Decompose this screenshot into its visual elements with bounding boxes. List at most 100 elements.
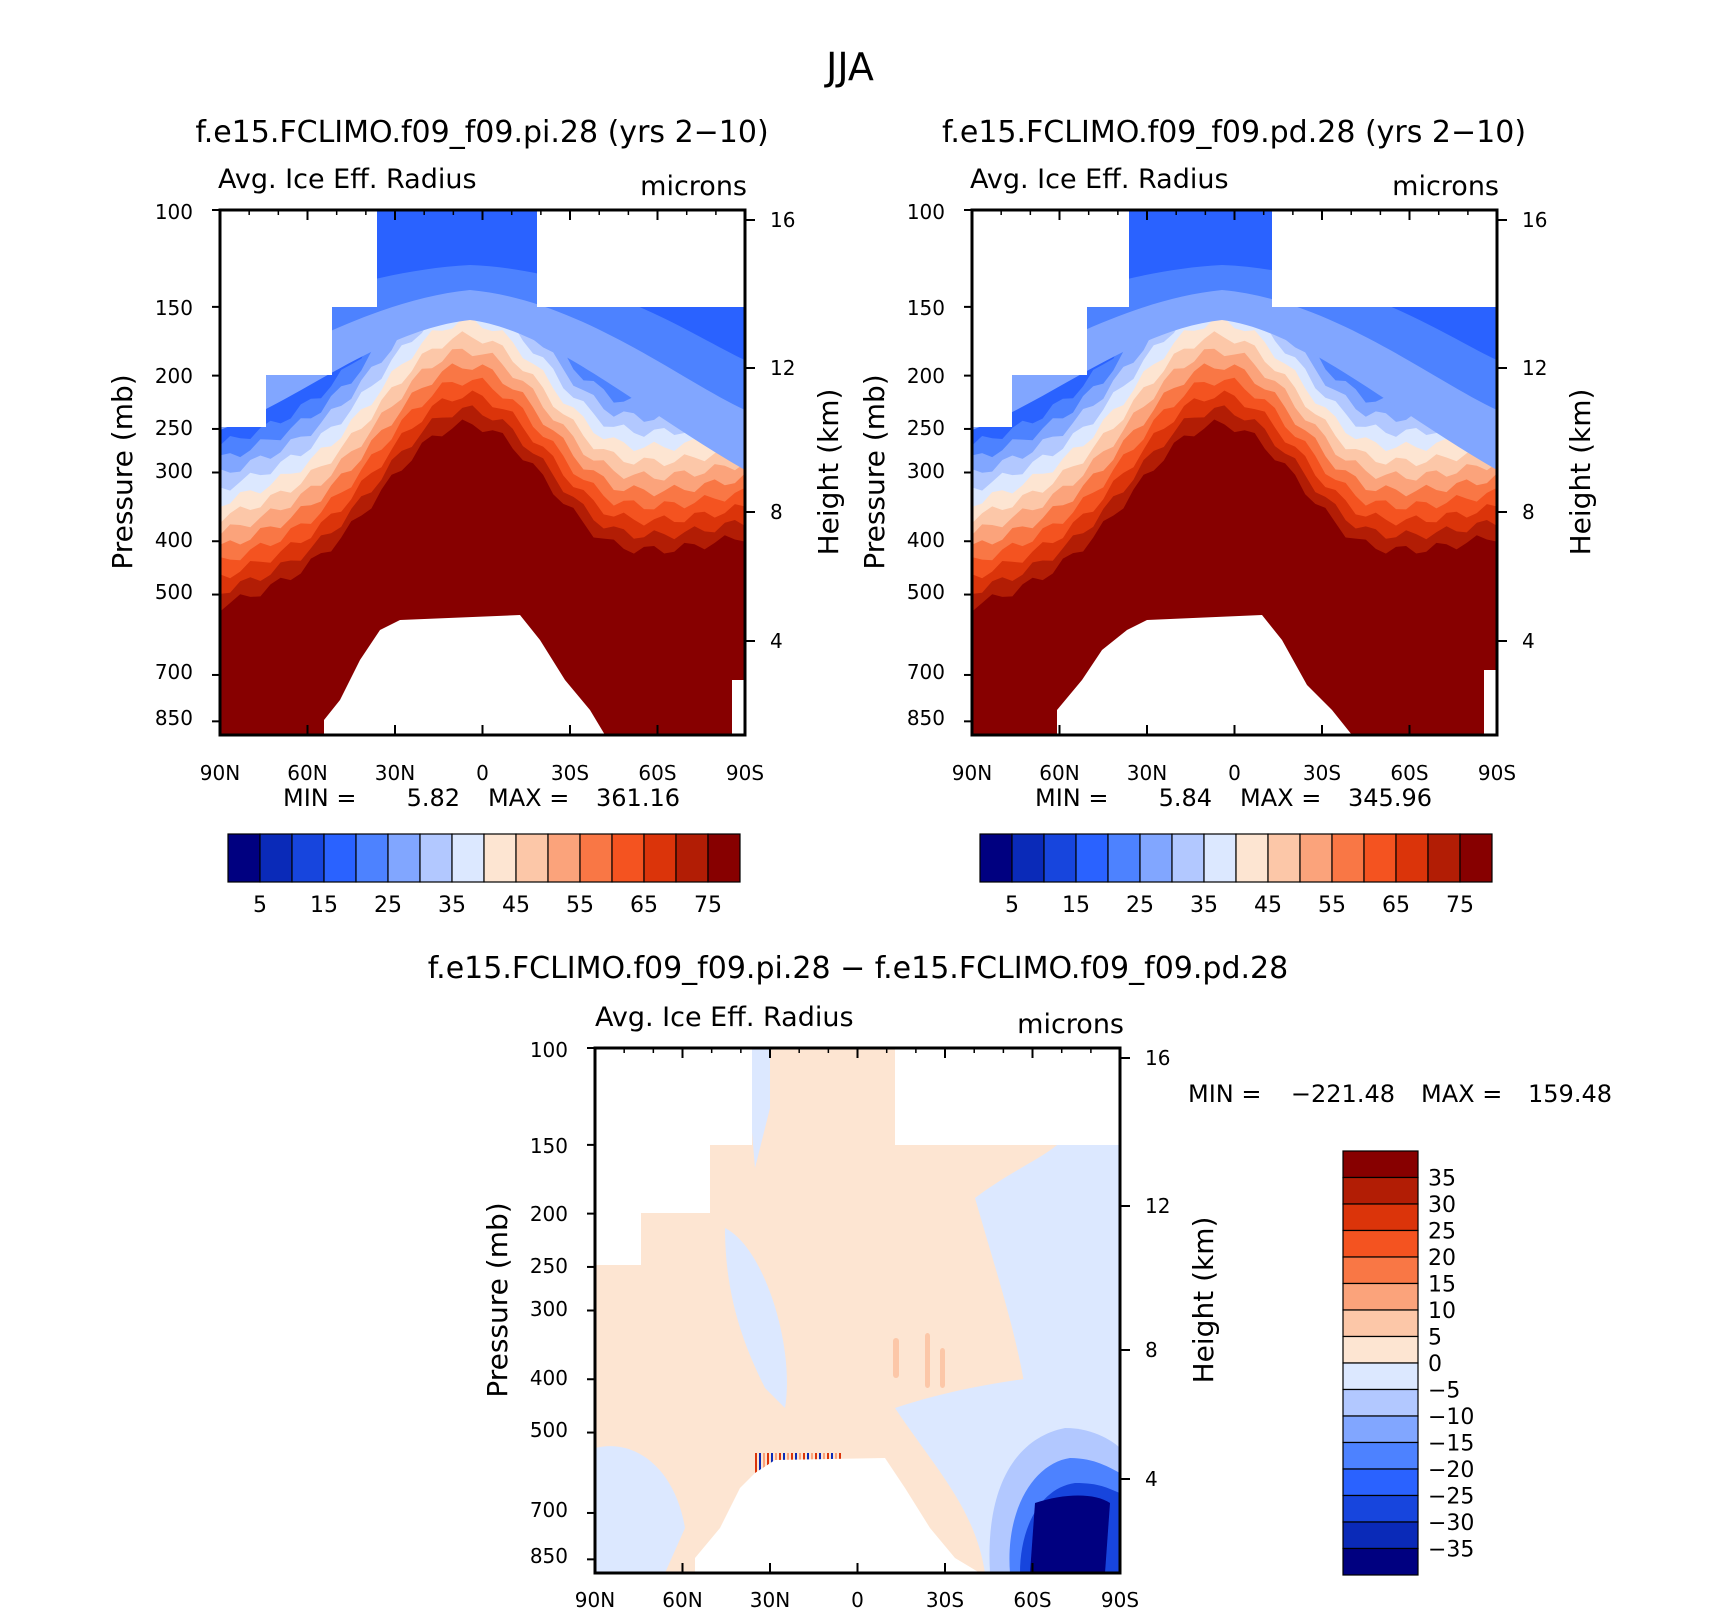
colorbar-swatch	[483, 833, 517, 883]
x-ticks: 90N 60N 30N 0 30S 60S 90S	[952, 761, 1516, 785]
panel-left-label: Avg. Ice Eff. Radius	[970, 164, 1229, 195]
colorbar-label: 65	[630, 893, 658, 918]
y-tick-label: 100	[907, 200, 945, 224]
colorbar-label: 15	[1428, 1273, 1456, 1298]
colorbar-label: 45	[1254, 893, 1282, 918]
x-tick-label: 60S	[1390, 761, 1428, 785]
colorbar-swatch	[227, 833, 261, 883]
y-tick-label: 400	[155, 528, 193, 552]
x-tick-label: 90N	[575, 1588, 615, 1610]
contour-band	[759, 1453, 761, 1473]
plot-area	[970, 208, 1499, 737]
contour-fill	[220, 210, 745, 735]
colorbar-swatch	[1235, 833, 1269, 883]
missing-data	[537, 210, 745, 307]
colorbar-label: 20	[1428, 1246, 1456, 1271]
panel-right-label: microns	[1392, 171, 1499, 202]
y-ticks-right: 16 12 8 4	[1145, 1046, 1170, 1491]
colorbar-swatch	[355, 833, 389, 883]
y-tick-label: 250	[530, 1254, 568, 1278]
missing-data	[695, 1458, 980, 1573]
x-tick-label: 0	[851, 1588, 864, 1610]
y-tick-label: 850	[155, 706, 193, 730]
colorbar-swatch	[1299, 833, 1333, 883]
colorbar-swatch	[1342, 1521, 1419, 1550]
colorbar-label: 10	[1428, 1299, 1456, 1324]
x-tick-label: 90S	[1101, 1588, 1139, 1610]
contour-fill	[595, 1048, 1120, 1573]
y-right-tick-label: 12	[1145, 1194, 1170, 1218]
panel-title: f.e15.FCLIMO.f09_f09.pd.28 (yrs 2−10)	[942, 115, 1526, 150]
missing-data	[732, 680, 745, 735]
y-tick-label: 500	[530, 1418, 568, 1442]
max-label: MAX =	[488, 784, 569, 812]
colorbar-label: −35	[1428, 1538, 1474, 1563]
colorbar-label: 5	[1428, 1326, 1442, 1351]
contour-band	[893, 1338, 899, 1378]
missing-data	[220, 210, 377, 427]
panel-pd: f.e15.FCLIMO.f09_f09.pd.28 (yrs 2−10) Av…	[858, 115, 1597, 918]
missing-data	[324, 615, 605, 735]
y-axis-right-label: Height (km)	[1187, 1217, 1220, 1384]
x-tick-label: 60S	[1013, 1588, 1051, 1610]
missing-data	[1272, 210, 1497, 307]
panel-right-label: microns	[640, 171, 747, 202]
colorbar-swatch	[1342, 1256, 1419, 1285]
panel-title: f.e15.FCLIMO.f09_f09.pi.28 (yrs 2−10)	[195, 115, 768, 150]
colorbar-label: 75	[1446, 893, 1474, 918]
colorbar-swatch	[291, 833, 325, 883]
min-max-readout: MIN = 5.82 MAX = 361.16	[283, 784, 680, 812]
y-ticks-right: 16 12 8 4	[770, 208, 795, 653]
colorbar-swatch	[259, 833, 293, 883]
y-tick-label: 150	[907, 296, 945, 320]
y-right-tick-label: 4	[1145, 1467, 1158, 1491]
colorbar-label: 25	[1428, 1220, 1456, 1245]
colorbar-label: −10	[1428, 1405, 1474, 1430]
contour-band	[725, 1228, 787, 1408]
colorbar-swatch	[1427, 833, 1461, 883]
colorbar-swatch	[1203, 833, 1237, 883]
x-tick-label: 90N	[952, 761, 992, 785]
colorbar-swatch	[387, 833, 421, 883]
y-axis-label: Pressure (mb)	[481, 1202, 514, 1397]
y-tick-label: 200	[907, 364, 945, 388]
contour-band	[763, 1453, 765, 1473]
y-right-tick-label: 8	[1522, 500, 1535, 524]
min-label: MIN =	[283, 784, 356, 812]
missing-data	[1057, 615, 1352, 735]
colorbar-swatch	[1342, 1229, 1419, 1258]
colorbar-swatch	[1363, 833, 1397, 883]
x-tick-label: 60N	[287, 761, 327, 785]
colorbar-label: −25	[1428, 1485, 1474, 1510]
max-label: MAX =	[1240, 784, 1321, 812]
colorbar-swatch	[1011, 833, 1045, 883]
y-tick-label: 500	[155, 580, 193, 604]
colorbar-swatch	[1342, 1441, 1419, 1470]
x-tick-label: 30S	[1303, 761, 1341, 785]
contour-fill	[972, 210, 1497, 735]
max-value: 159.48	[1528, 1080, 1612, 1108]
missing-data	[972, 210, 1129, 427]
panel-left-label: Avg. Ice Eff. Radius	[595, 1002, 854, 1033]
min-max-readout: MIN = −221.48 MAX = 159.48	[1188, 1080, 1612, 1108]
colorbar-swatch	[1342, 1282, 1419, 1311]
colorbar-swatch	[1342, 1547, 1419, 1576]
y-tick-label: 250	[907, 416, 945, 440]
x-tick-label: 60S	[638, 761, 676, 785]
panel-left-label: Avg. Ice Eff. Radius	[218, 164, 477, 195]
x-tick-label: 0	[1228, 761, 1241, 785]
colorbar-swatch	[451, 833, 485, 883]
colorbar-swatch	[707, 833, 741, 883]
axis-ticks	[212, 209, 755, 735]
plot-area	[218, 208, 747, 737]
figure-title: JJA	[824, 45, 874, 89]
min-value: −221.48	[1291, 1080, 1395, 1108]
missing-data	[895, 1048, 1120, 1145]
colorbar-swatch	[643, 833, 677, 883]
missing-data	[1484, 670, 1497, 735]
y-tick-label: 300	[155, 459, 193, 483]
colorbar-swatch	[1395, 833, 1429, 883]
contour-band	[750, 1048, 770, 1168]
